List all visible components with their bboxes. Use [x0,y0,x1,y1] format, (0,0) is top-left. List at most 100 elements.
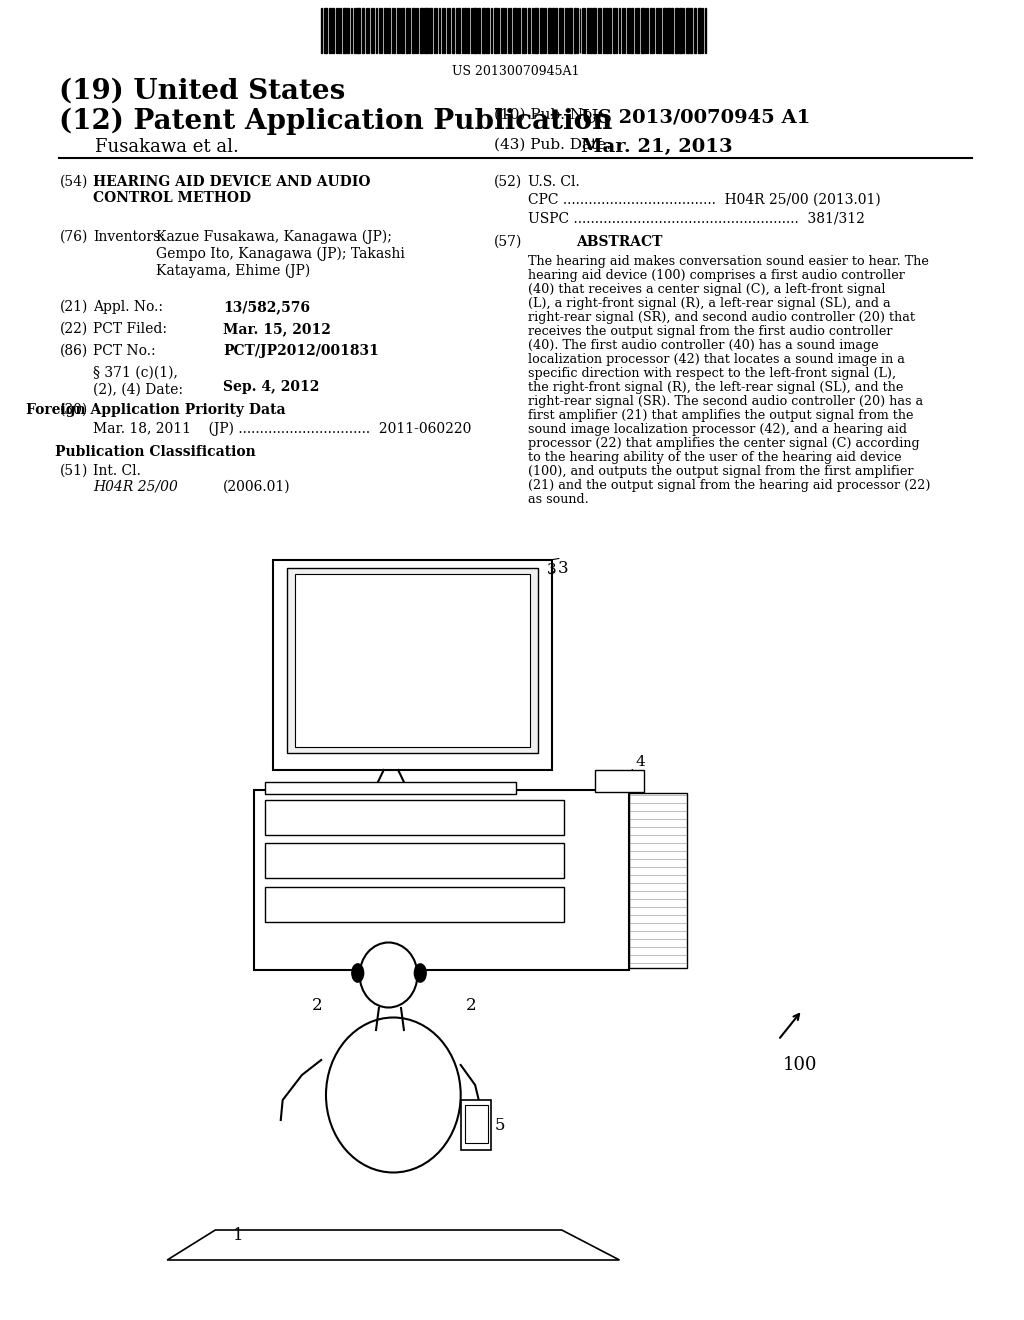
Bar [356,8,360,53]
Text: (40). The first audio controller (40) has a sound image: (40). The first audio controller (40) ha… [528,339,879,352]
Text: (12) Patent Application Publication: (12) Patent Application Publication [59,108,612,136]
Text: (10) Pub. No.:: (10) Pub. No.: [495,108,602,121]
Ellipse shape [415,964,426,982]
Text: Publication Classification: Publication Classification [55,445,256,459]
Text: right-rear signal (SR), and second audio controller (20) that: right-rear signal (SR), and second audio… [528,312,915,323]
Ellipse shape [359,942,418,1007]
Bar [396,8,398,53]
Text: § 371 (c)(1),
(2), (4) Date:: § 371 (c)(1), (2), (4) Date: [93,366,183,396]
Text: 5: 5 [495,1117,505,1134]
Bar [384,8,386,53]
Text: H04R 25/00: H04R 25/00 [93,480,178,494]
Bar [465,1105,487,1143]
Text: (52): (52) [495,176,522,189]
Text: (30): (30) [59,403,88,417]
Text: (86): (86) [59,345,88,358]
Bar [295,574,530,747]
Bar [332,8,334,53]
Bar [552,8,554,53]
Bar [288,568,538,752]
Bar [412,8,414,53]
Bar [609,8,611,53]
Ellipse shape [352,964,364,982]
Bar [494,8,497,53]
Bar [376,8,378,53]
Bar [690,8,692,53]
Bar [618,8,621,53]
Text: (2006.01): (2006.01) [223,480,291,494]
Text: 1: 1 [232,1228,244,1243]
Text: hearing aid device (100) comprises a first audio controller: hearing aid device (100) comprises a fir… [528,269,905,282]
Text: U.S. Cl.: U.S. Cl. [528,176,580,189]
Text: Sep. 4, 2012: Sep. 4, 2012 [223,380,319,393]
Bar [693,8,696,53]
Text: (21) and the output signal from the hearing aid processor (22): (21) and the output signal from the hear… [528,479,931,492]
Text: (100), and outputs the output signal from the first amplifier: (100), and outputs the output signal fro… [528,465,913,478]
Text: 2: 2 [311,997,323,1014]
Bar [667,8,670,53]
Text: Kazue Fusakawa, Kanagawa (JP);
Gempo Ito, Kanagawa (JP); Takashi
Katayama, Ehime: Kazue Fusakawa, Kanagawa (JP); Gempo Ito… [156,230,404,277]
Text: Mar. 15, 2012: Mar. 15, 2012 [223,322,331,337]
Bar [548,8,551,53]
Text: as sound.: as sound. [528,492,589,506]
Bar [522,8,523,53]
Bar [324,8,328,53]
Bar [265,781,515,795]
Bar [569,8,572,53]
Bar [424,8,428,53]
Text: Foreign Application Priority Data: Foreign Application Priority Data [26,403,286,417]
Bar [675,8,678,53]
Text: 13/582,576: 13/582,576 [223,300,310,314]
Text: 2: 2 [466,997,476,1014]
Text: (43) Pub. Date:: (43) Pub. Date: [495,139,611,152]
Text: PCT No.:: PCT No.: [93,345,156,358]
Bar [535,8,539,53]
Bar [438,8,440,53]
Text: Fusakawa et al.: Fusakawa et al. [95,139,239,156]
Bar [461,1100,492,1150]
Bar [641,8,643,53]
Bar [265,843,563,878]
Bar [513,8,515,53]
Bar [679,8,682,53]
Text: (51): (51) [59,465,88,478]
Bar [650,8,651,53]
Text: 3: 3 [558,560,568,577]
Text: Mar. 21, 2013: Mar. 21, 2013 [581,139,732,156]
Text: USPC .....................................................  381/312: USPC ...................................… [528,211,865,224]
Text: processor (22) that amplifies the center signal (C) according: processor (22) that amplifies the center… [528,437,920,450]
Bar [527,8,530,53]
Bar [486,8,489,53]
Text: localization processor (42) that locates a sound image in a: localization processor (42) that locates… [528,352,905,366]
Text: (57): (57) [495,235,522,249]
Text: right-rear signal (SR). The second audio controller (20) has a: right-rear signal (SR). The second audio… [528,395,924,408]
Bar [329,8,331,53]
Bar [540,8,542,53]
Text: ABSTRACT: ABSTRACT [577,235,663,249]
Bar [606,8,608,53]
Bar [594,8,596,53]
Text: PCT Filed:: PCT Filed: [93,322,167,337]
Bar [559,8,561,53]
Bar [603,8,604,53]
Bar [672,8,674,53]
Bar [686,8,689,53]
Text: The hearing aid makes conversation sound easier to hear. The: The hearing aid makes conversation sound… [528,255,929,268]
Bar [452,8,455,53]
Polygon shape [167,1230,620,1261]
Text: 4: 4 [636,755,645,770]
Bar [478,8,480,53]
Bar [698,8,700,53]
Ellipse shape [326,1018,461,1172]
Text: CPC ....................................  H04R 25/00 (2013.01): CPC ....................................… [528,193,881,207]
Bar [265,800,563,836]
Text: US 2013/0070945 A1: US 2013/0070945 A1 [581,108,810,125]
Bar [573,8,575,53]
Text: Inventors:: Inventors: [93,230,165,244]
Bar [254,789,629,970]
Text: Int. Cl.: Int. Cl. [93,465,141,478]
Bar [464,8,466,53]
Text: (19) United States: (19) United States [59,78,346,106]
Bar [663,8,666,53]
Bar [273,560,552,770]
